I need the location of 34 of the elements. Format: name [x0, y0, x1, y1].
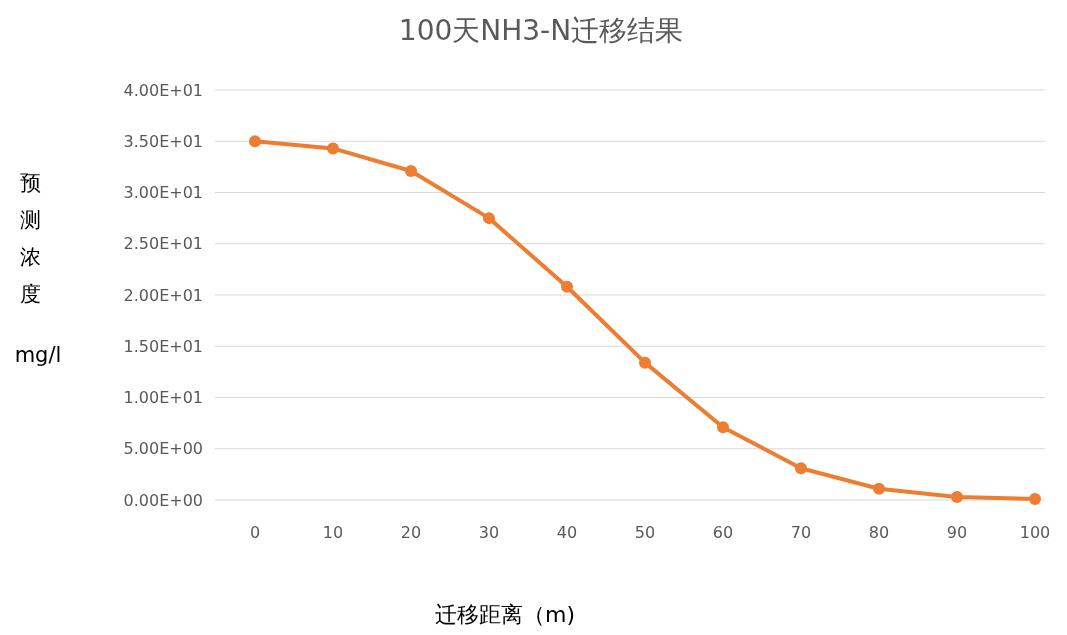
x-tick-label: 60	[712, 523, 734, 542]
point	[405, 164, 417, 177]
text: 预测浓度 mg/l	[14, 171, 62, 367]
point	[717, 421, 729, 434]
point	[327, 142, 339, 155]
point	[561, 280, 573, 293]
x-tick-label: 20	[400, 523, 422, 542]
y-tick-label: 3.00E+01	[123, 183, 203, 203]
x-tick-label: 40	[556, 523, 578, 542]
y-tick-label: 2.00E+01	[123, 285, 203, 305]
y-tick-label: 3.50E+01	[123, 131, 203, 151]
y-tick-label: 1.50E+01	[123, 336, 203, 356]
y-tick-label: 5.00E+00	[123, 439, 203, 459]
point	[483, 212, 495, 225]
x-tick-label: 70	[790, 523, 812, 542]
y-tick-label: 1.00E+01	[123, 388, 203, 408]
point	[873, 482, 885, 495]
y-tick-label: 2.50E+01	[123, 234, 203, 254]
point	[639, 356, 651, 369]
point	[795, 462, 807, 475]
y-tick-label: 4.00E+01	[123, 80, 203, 100]
point	[951, 490, 963, 503]
point	[249, 135, 261, 148]
x-axis-title: 迁移距离（m)	[434, 602, 576, 627]
x-tick-label: 80	[868, 523, 890, 542]
y-tick-label: 0.00E+00	[123, 490, 203, 510]
x-tick-label: 90	[946, 523, 968, 542]
x-tick-label: 30	[478, 523, 500, 542]
chart-title: 100天NH3-N迁移结果	[398, 14, 684, 47]
x-tick-label: 100	[1019, 523, 1051, 542]
x-tick-label: 10	[322, 523, 344, 542]
x-tick-label: 50	[634, 523, 656, 542]
point	[1029, 492, 1041, 505]
x-tick-label: 0	[249, 523, 261, 542]
